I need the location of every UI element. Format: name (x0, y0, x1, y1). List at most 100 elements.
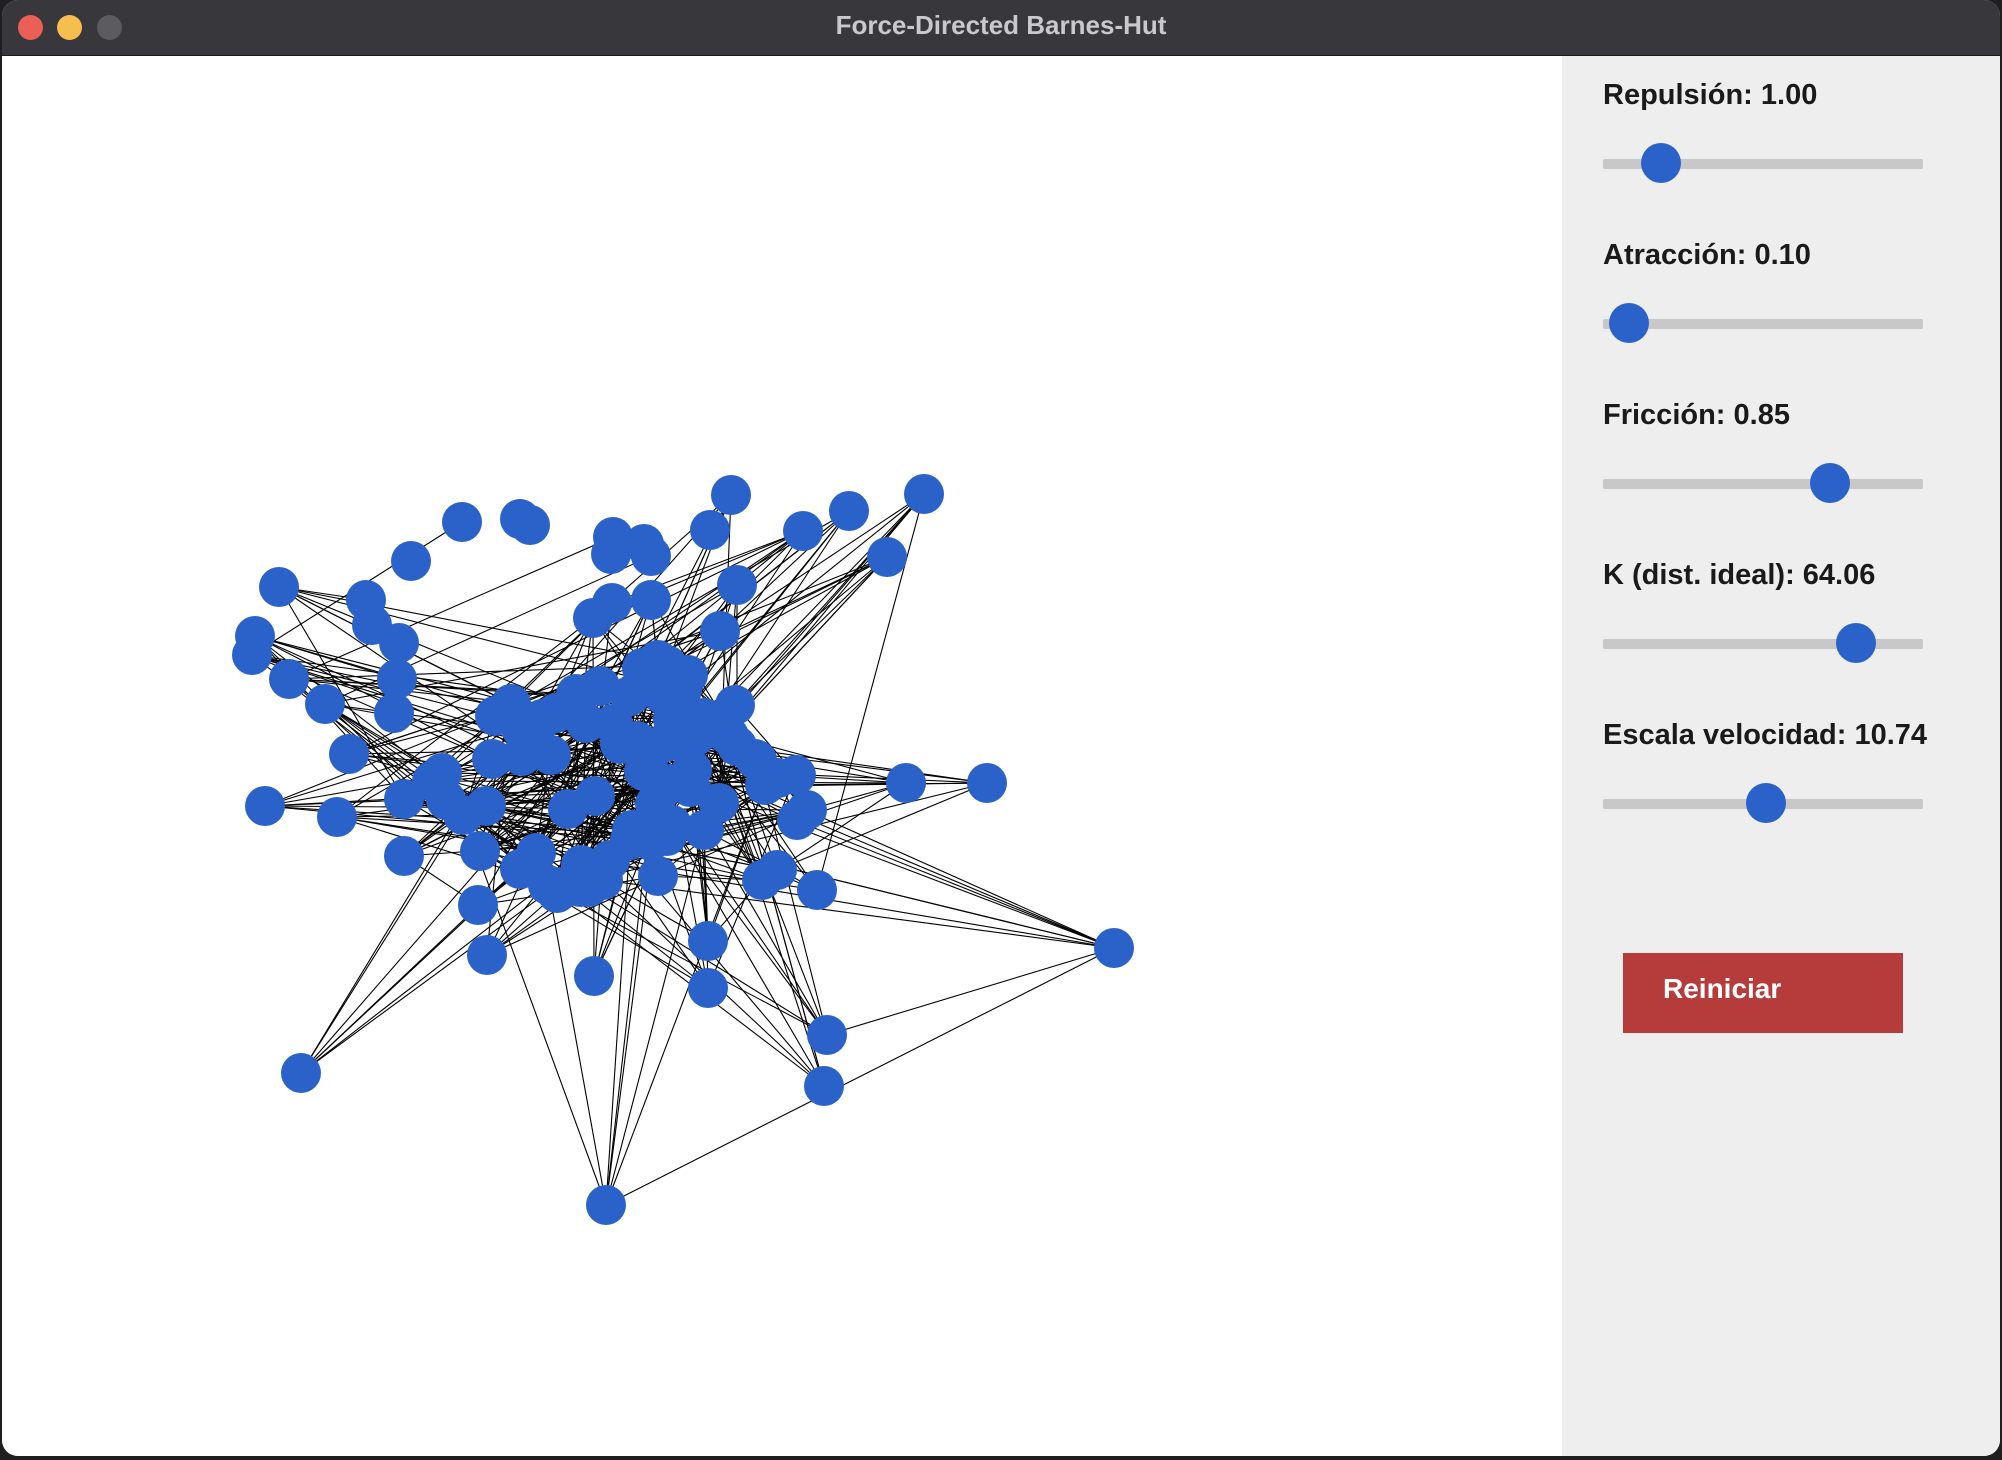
graph-edge (703, 717, 825, 1087)
graph-node[interactable] (668, 655, 708, 695)
graph-node[interactable] (305, 684, 345, 724)
reset-button[interactable]: Reiniciar (1623, 953, 1903, 1033)
graph-drawing (232, 474, 1134, 1225)
graph-node[interactable] (460, 831, 500, 871)
graph-edge (288, 678, 577, 695)
graph-node[interactable] (715, 685, 755, 725)
graph-edge (254, 635, 493, 760)
graph-node[interactable] (717, 565, 757, 605)
close-window-icon[interactable] (18, 15, 43, 40)
graph-node[interactable] (757, 850, 797, 890)
slider-thumb[interactable] (1608, 303, 1649, 343)
graph-node[interactable] (711, 475, 751, 515)
graph-node[interactable] (670, 767, 710, 807)
graph-node[interactable] (624, 751, 664, 791)
graph-node[interactable] (783, 511, 823, 551)
graph-node[interactable] (904, 474, 944, 514)
graph-node[interactable] (867, 537, 907, 577)
graph-edge (547, 884, 607, 1206)
graph-node[interactable] (807, 1015, 847, 1055)
graph-edge (605, 947, 1115, 1206)
graph-edge (336, 816, 1115, 949)
graph-edge (348, 715, 496, 755)
graph-node[interactable] (516, 833, 556, 873)
graph-node[interactable] (600, 724, 640, 764)
graph-node[interactable] (232, 635, 272, 675)
graph-node[interactable] (379, 623, 419, 663)
graph-node[interactable] (688, 968, 728, 1008)
graph-node[interactable] (574, 956, 614, 996)
graph-node[interactable] (377, 659, 417, 699)
maximize-window-icon[interactable] (97, 15, 122, 40)
graph-node[interactable] (586, 1185, 626, 1225)
graph-edge (300, 814, 464, 1074)
graph-node[interactable] (317, 797, 357, 837)
graph-node[interactable] (259, 567, 299, 607)
graph-node[interactable] (776, 755, 816, 795)
graph-node[interactable] (269, 659, 309, 699)
graph-node[interactable] (467, 935, 507, 975)
attraction-slider[interactable] (1603, 301, 1923, 345)
slider-thumb[interactable] (1746, 783, 1787, 823)
graph-node[interactable] (502, 736, 542, 776)
friction-slider[interactable] (1603, 461, 1923, 505)
graph-node[interactable] (472, 739, 512, 779)
graph-node[interactable] (531, 735, 571, 775)
graph-nodes (232, 474, 1134, 1225)
attraction-label: Atracción: 0.10 (1603, 239, 1811, 271)
graph-node[interactable] (647, 816, 687, 856)
graph-node[interactable] (1094, 928, 1134, 968)
graph-node[interactable] (442, 502, 482, 542)
graph-node[interactable] (610, 820, 650, 860)
repulsion-label: Repulsión: 1.00 (1603, 79, 1818, 111)
friction-label: Fricción: 0.85 (1603, 399, 1790, 431)
control-panel: Repulsión: 1.00 Atracción: 0.10 Fricción… (1562, 56, 2000, 1456)
graph-node[interactable] (458, 885, 498, 925)
graph-node[interactable] (510, 505, 550, 545)
slider-thumb[interactable] (1810, 463, 1851, 503)
graph-node[interactable] (631, 580, 671, 620)
graph-node[interactable] (886, 763, 926, 803)
k-ideal-label: K (dist. ideal): 64.06 (1603, 559, 1876, 591)
graph-node[interactable] (592, 583, 632, 623)
graph-edge (719, 510, 850, 632)
graph-node[interactable] (638, 856, 678, 896)
graph-node[interactable] (391, 541, 431, 581)
graph-edge (734, 556, 888, 706)
graph-node[interactable] (329, 734, 369, 774)
window-title: Force-Directed Barnes-Hut (835, 10, 1167, 40)
graph-node[interactable] (631, 536, 671, 576)
graph-canvas[interactable] (2, 56, 1562, 1456)
graph-node[interactable] (787, 790, 827, 830)
graph-node[interactable] (245, 786, 285, 826)
graph-node[interactable] (548, 789, 588, 829)
graph-edge (605, 829, 705, 1206)
graph-node[interactable] (384, 836, 424, 876)
graph-node[interactable] (700, 611, 740, 651)
graph-node[interactable] (281, 1053, 321, 1093)
graph-node[interactable] (688, 921, 728, 961)
graph-node[interactable] (374, 693, 414, 733)
graph-edge (605, 784, 766, 1206)
slider-thumb[interactable] (1640, 143, 1681, 183)
graph-node[interactable] (466, 786, 506, 826)
graph-node[interactable] (829, 491, 869, 531)
graph-node[interactable] (591, 534, 631, 574)
graph-node[interactable] (804, 1066, 844, 1106)
velocity-scale-slider[interactable] (1603, 781, 1923, 825)
repulsion-slider[interactable] (1603, 141, 1923, 185)
minimize-window-icon[interactable] (57, 15, 82, 40)
graph-node[interactable] (583, 860, 623, 900)
graph-edge (556, 617, 594, 894)
graph-node[interactable] (737, 740, 777, 780)
slider-thumb[interactable] (1835, 623, 1876, 663)
graph-edge (300, 795, 596, 1074)
graph-node[interactable] (797, 870, 837, 910)
graph-edge (689, 786, 709, 942)
graph-node[interactable] (967, 763, 1007, 803)
graph-edge (254, 635, 398, 680)
graph-edge (431, 780, 631, 841)
k-ideal-slider[interactable] (1603, 621, 1923, 665)
graph-node[interactable] (690, 510, 730, 550)
